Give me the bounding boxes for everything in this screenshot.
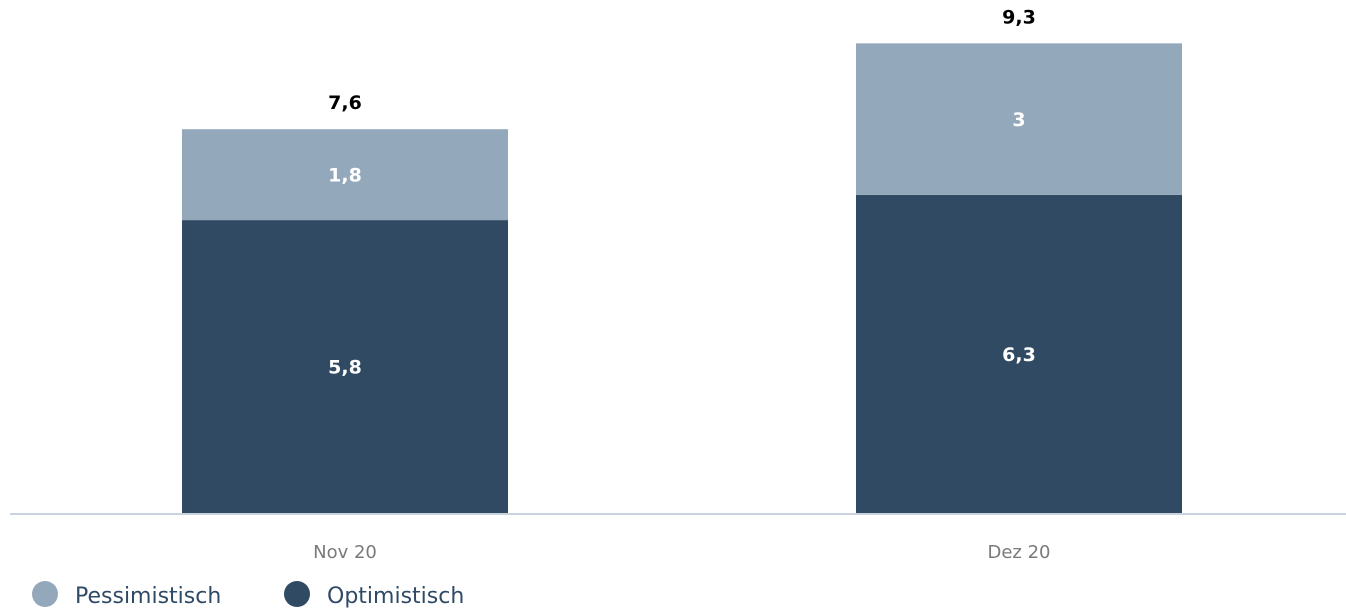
bar-segment-optimistisch-1: [182, 220, 508, 513]
bar-segment-pessimistisch-1: [182, 129, 508, 221]
data-label-pessimistisch-2: 3: [1012, 109, 1025, 131]
legend-marker-pessimistisch: [32, 581, 58, 607]
legend-marker-optimistisch: [284, 581, 310, 607]
data-label-pessimistisch-1: 1,8: [328, 165, 362, 187]
legend-label-pessimistisch: Pessimistisch: [75, 584, 221, 608]
total-label-2: 9,3: [1002, 6, 1036, 28]
bar-segment-optimistisch-2: [856, 194, 1182, 513]
bars-group: 5,8 1,8 7,6 Nov 20 6,3 3 9,3 Dez 20: [182, 6, 1182, 563]
x-tick-label-1: Nov 20: [313, 542, 377, 563]
bar-segment-pessimistisch-2: [856, 43, 1182, 195]
legend: Pessimistisch Optimistisch: [32, 581, 464, 608]
x-tick-label-2: Dez 20: [987, 542, 1050, 563]
data-label-optimistisch-2: 6,3: [1002, 344, 1036, 366]
legend-label-optimistisch: Optimistisch: [327, 584, 464, 608]
data-label-optimistisch-1: 5,8: [328, 357, 362, 379]
total-label-1: 7,6: [328, 92, 362, 114]
